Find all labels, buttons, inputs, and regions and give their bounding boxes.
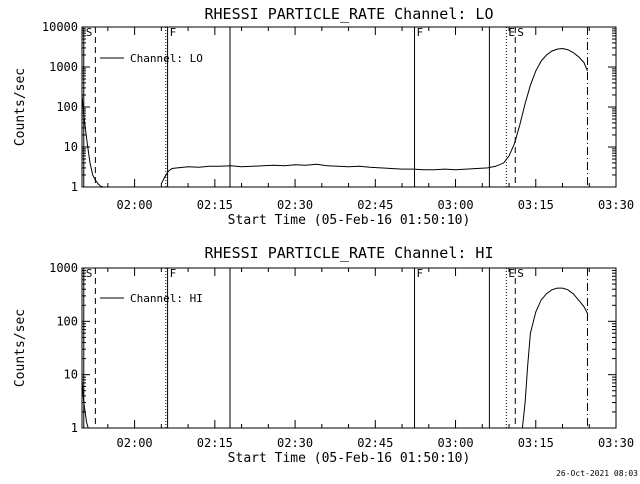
footer-timestamp: 26-Oct-2021 08:03 <box>556 469 638 478</box>
chart1-plot-frame <box>81 26 617 188</box>
chart1-x-tick-label: 03:15 <box>518 198 554 212</box>
chart1-x-tick-label: 02:30 <box>277 198 313 212</box>
chart1-y-tick-label: 10000 <box>42 20 78 34</box>
chart1-series-line-0-1 <box>160 47 588 185</box>
chart2-x-tick-label: 02:15 <box>197 436 233 450</box>
chart2-x-tick-label: 03:30 <box>598 436 634 450</box>
chart1-event-marker-label: F <box>170 26 177 39</box>
chart2-event-marker-label: F <box>170 267 177 280</box>
chart1-y-tick-label: 100 <box>56 100 78 114</box>
chart2-y-tick-label: 10 <box>64 368 78 382</box>
chart1-x-tick-label: 03:30 <box>598 198 634 212</box>
chart1-legend-entry: Channel: LO <box>130 52 203 65</box>
chart2-y-tick-label: 1 <box>71 421 78 435</box>
chart2-x-tick-label: 03:00 <box>437 436 473 450</box>
chart2-x-tick-label: 02:30 <box>277 436 313 450</box>
chart2-y-tick-label: 1000 <box>49 261 78 275</box>
chart1-x-tick-label: 02:45 <box>357 198 393 212</box>
chart2-x-tick-label: 03:15 <box>518 436 554 450</box>
chart2-title: RHESSI PARTICLE_RATE Channel: HI <box>205 244 494 262</box>
chart2-x-tick-label: 02:45 <box>357 436 393 450</box>
chart1-event-marker-label: S <box>86 26 93 39</box>
chart2-event-marker-label: S <box>517 267 524 280</box>
chart2-event-marker-label: F <box>417 267 424 280</box>
chart1-event-marker-label: E <box>508 26 515 39</box>
chart1-series-line-0-0 <box>81 94 104 188</box>
chart1-title: RHESSI PARTICLE_RATE Channel: LO <box>205 5 494 23</box>
chart1-x-tick-label: 02:00 <box>117 198 153 212</box>
chart2-x-axis-label: Start Time (05-Feb-16 01:50:10) <box>228 451 471 466</box>
chart2-event-marker-label: S <box>86 267 93 280</box>
chart1-y-tick-label: 1000 <box>49 60 78 74</box>
chart1-event-marker-label: S <box>517 26 524 39</box>
chart2-series-line-0-0 <box>81 379 89 429</box>
chart1-x-tick-label: 03:00 <box>437 198 473 212</box>
chart2-y-axis-label: Counts/sec <box>13 309 28 387</box>
chart1-y-tick-label: 1 <box>71 180 78 194</box>
chart1-y-tick-label: 10 <box>64 140 78 154</box>
chart2-legend-entry: Channel: HI <box>130 292 203 305</box>
chart1-x-tick-label: 02:15 <box>197 198 233 212</box>
chart1-event-marker-label: F <box>417 26 424 39</box>
chart2-x-tick-label: 02:00 <box>117 436 153 450</box>
chart1-x-axis-label: Start Time (05-Feb-16 01:50:10) <box>228 213 471 228</box>
chart2-y-tick-label: 100 <box>56 314 78 328</box>
chart2-series-line-0-1 <box>521 287 588 429</box>
chart1-y-axis-label: Counts/sec <box>13 68 28 146</box>
chart2-event-marker-label: E <box>508 267 515 280</box>
